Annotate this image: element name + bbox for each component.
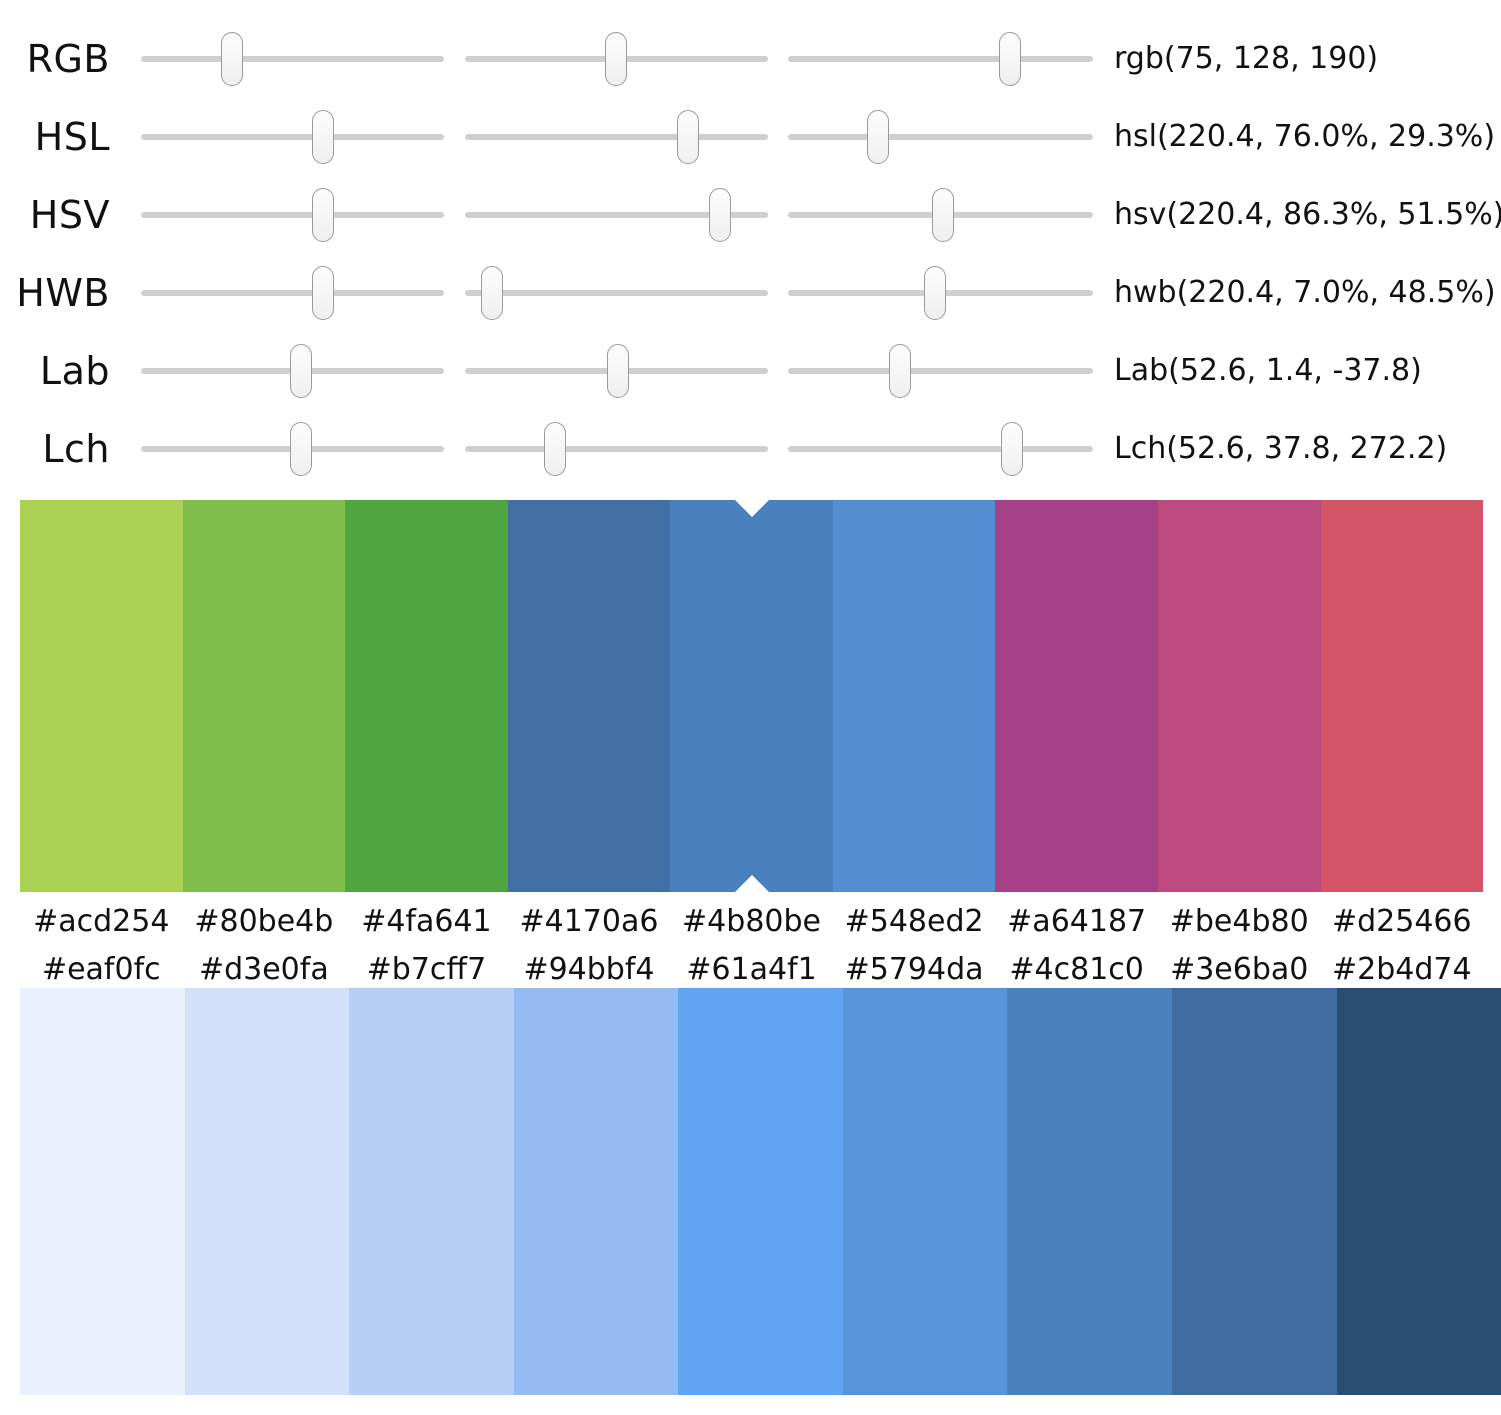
slider-thumb-rgb-red[interactable]: [221, 32, 243, 86]
slider-row-label: HSV: [29, 193, 110, 237]
swatch-hex-label: #4b80be: [682, 904, 821, 939]
slider-thumb-lch-chroma[interactable]: [544, 422, 566, 476]
slider-track-hwb-hue[interactable]: [141, 290, 444, 296]
slider-value-text-lch: Lch(52.6, 37.8, 272.2): [1114, 431, 1448, 466]
slider-thumb-lab-b[interactable]: [889, 344, 911, 398]
slider-row-label: Lch: [42, 427, 110, 471]
color-swatch[interactable]: [184, 988, 350, 1395]
slider-track-hsl-saturation[interactable]: [465, 134, 768, 140]
top-palette-strip: [20, 500, 1484, 892]
slider-value-text-hwb: hwb(220.4, 7.0%, 48.5%): [1114, 275, 1496, 310]
slider-thumb-hsv-hue[interactable]: [312, 188, 334, 242]
slider-value-text-rgb: rgb(75, 128, 190): [1114, 41, 1379, 76]
slider-track-hwb-whiteness[interactable]: [465, 290, 768, 296]
slider-thumb-hwb-hue[interactable]: [312, 266, 334, 320]
slider-thumb-lab-lightness[interactable]: [290, 344, 312, 398]
slider-row-rgb: RGB rgb(75, 128, 190): [0, 20, 1501, 98]
swatch-hex-label: #acd254: [33, 904, 170, 939]
color-swatch[interactable]: [513, 988, 679, 1395]
slider-row-hsv: HSV hsv(220.4, 86.3%, 51.5%): [0, 176, 1501, 254]
slider-track-hsl-lightness[interactable]: [788, 134, 1093, 140]
color-swatch[interactable]: [349, 988, 514, 1395]
color-swatch[interactable]: [1336, 988, 1501, 1395]
top-palette-hex-labels: #acd254 #80be4b #4fa641 #4170a6 #4b80be #548e…: [20, 900, 1483, 944]
slider-row-label: HSL: [34, 115, 110, 159]
color-swatch[interactable]: [1007, 988, 1172, 1395]
slider-row-label: RGB: [26, 37, 110, 81]
swatch-hex-label: #d3e0fa: [198, 952, 329, 987]
swatch-hex-label: #d25466: [1331, 904, 1472, 939]
slider-value-text-hsl: hsl(220.4, 76.0%, 29.3%): [1114, 119, 1496, 154]
color-swatch[interactable]: [678, 988, 843, 1395]
swatch-hex-label: #2b4d74: [1331, 952, 1472, 987]
slider-value-text-hsv: hsv(220.4, 86.3%, 51.5%): [1114, 197, 1501, 232]
slider-track-hsl-hue[interactable]: [141, 134, 444, 140]
slider-row-hwb: HWB hwb(220.4, 7.0%, 48.5%): [0, 254, 1501, 332]
slider-thumb-hsv-value[interactable]: [932, 188, 954, 242]
slider-thumb-lch-hue[interactable]: [1001, 422, 1023, 476]
color-swatch[interactable]: [507, 500, 671, 892]
slider-thumb-lab-a[interactable]: [607, 344, 629, 398]
swatch-hex-label: #80be4b: [194, 904, 334, 939]
bottom-palette-hex-labels: #eaf0fc #d3e0fa #b7cff7 #94bbf4 #61a4f1 #5794…: [20, 948, 1483, 992]
swatch-hex-label: #a64187: [1007, 904, 1147, 939]
color-model-slider-panel: RGB rgb(75, 128, 190) HSL hsl(220.4, 76.0%,…: [0, 0, 1501, 500]
color-swatch[interactable]: [1320, 500, 1484, 892]
color-swatch[interactable]: [345, 500, 508, 892]
slider-thumb-hsv-saturation[interactable]: [709, 188, 731, 242]
color-swatch[interactable]: [832, 500, 996, 892]
swatch-hex-label: #be4b80: [1169, 904, 1309, 939]
slider-thumb-hsl-hue[interactable]: [312, 110, 334, 164]
color-swatch[interactable]: [995, 500, 1158, 892]
swatch-hex-label: #4c81c0: [1009, 952, 1144, 987]
color-swatch[interactable]: [182, 500, 346, 892]
slider-track-hsv-hue[interactable]: [141, 212, 444, 218]
slider-thumb-rgb-blue[interactable]: [999, 32, 1021, 86]
color-swatch[interactable]: [20, 500, 183, 892]
slider-thumb-hwb-whiteness[interactable]: [481, 266, 503, 320]
slider-row-label: Lab: [39, 349, 110, 393]
swatch-hex-label: #b7cff7: [366, 952, 487, 987]
slider-thumb-lch-lightness[interactable]: [290, 422, 312, 476]
slider-track-rgb-blue[interactable]: [788, 56, 1093, 62]
color-swatch[interactable]: [842, 988, 1008, 1395]
slider-row-label: HWB: [16, 271, 110, 315]
slider-track-lch-chroma[interactable]: [465, 446, 768, 452]
swatch-hex-label: #4170a6: [519, 904, 659, 939]
slider-track-hsv-saturation[interactable]: [465, 212, 768, 218]
selected-swatch-marker-bottom: [734, 875, 769, 892]
color-swatch[interactable]: [670, 500, 833, 892]
slider-track-rgb-red[interactable]: [141, 56, 444, 62]
color-swatch[interactable]: [1157, 500, 1321, 892]
swatch-hex-label: #61a4f1: [686, 952, 817, 987]
swatch-hex-label: #3e6ba0: [1170, 952, 1309, 987]
slider-thumb-hwb-blackness[interactable]: [924, 266, 946, 320]
bottom-palette-strip: [20, 988, 1501, 1395]
slider-thumb-rgb-green[interactable]: [605, 32, 627, 86]
swatch-hex-label: #548ed2: [844, 904, 984, 939]
swatch-hex-label: #94bbf4: [523, 952, 655, 987]
slider-thumb-hsl-saturation[interactable]: [677, 110, 699, 164]
selected-swatch-marker-top: [734, 500, 769, 517]
swatch-hex-label: #eaf0fc: [41, 952, 161, 987]
slider-row-lch: Lch Lch(52.6, 37.8, 272.2): [0, 410, 1501, 488]
swatch-hex-label: #5794da: [844, 952, 984, 987]
slider-track-lab-b[interactable]: [788, 368, 1093, 374]
color-swatch[interactable]: [1171, 988, 1337, 1395]
slider-row-hsl: HSL hsl(220.4, 76.0%, 29.3%): [0, 98, 1501, 176]
slider-track-lch-hue[interactable]: [788, 446, 1093, 452]
slider-value-text-lab: Lab(52.6, 1.4, -37.8): [1114, 353, 1422, 388]
color-swatch[interactable]: [20, 988, 185, 1395]
slider-row-lab: Lab Lab(52.6, 1.4, -37.8): [0, 332, 1501, 410]
swatch-hex-label: #4fa641: [361, 904, 492, 939]
slider-thumb-hsl-lightness[interactable]: [867, 110, 889, 164]
